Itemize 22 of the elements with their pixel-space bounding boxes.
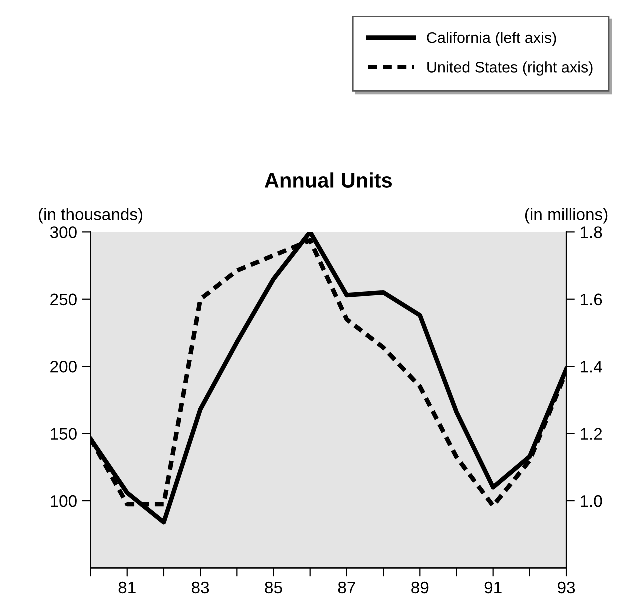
y2-tick-label: 1.8 [580, 226, 602, 238]
x-tick-label: 83 [192, 582, 210, 594]
x-tick-label: 87 [338, 582, 356, 594]
y-tick-label: 300 [50, 226, 77, 238]
y-tick-label: 200 [50, 361, 77, 373]
y-tick-label: 250 [50, 294, 77, 306]
x-tick-label: 91 [484, 582, 502, 594]
y2-tick-label: 1.0 [580, 495, 602, 508]
y2-tick-label: 1.4 [580, 361, 602, 373]
y2-axis-title: (in millions) [525, 208, 608, 224]
y-tick-label: 150 [51, 428, 77, 440]
y-tick-label: 100 [51, 495, 77, 508]
chart-title: Annual Units [264, 172, 392, 188]
x-tick-label: 89 [412, 582, 429, 594]
y2-tick-label: 1.2 [580, 428, 602, 440]
x-tick-label: 81 [118, 582, 136, 594]
x-tick-label: 93 [558, 582, 576, 594]
y-axis-title: (in thousands) [39, 208, 143, 224]
x-tick-label: 85 [265, 582, 282, 594]
legend-label: California (left axis) [427, 32, 556, 46]
legend-label: United States (right axis) [428, 62, 593, 76]
y2-tick-label: 1.6 [580, 294, 602, 306]
